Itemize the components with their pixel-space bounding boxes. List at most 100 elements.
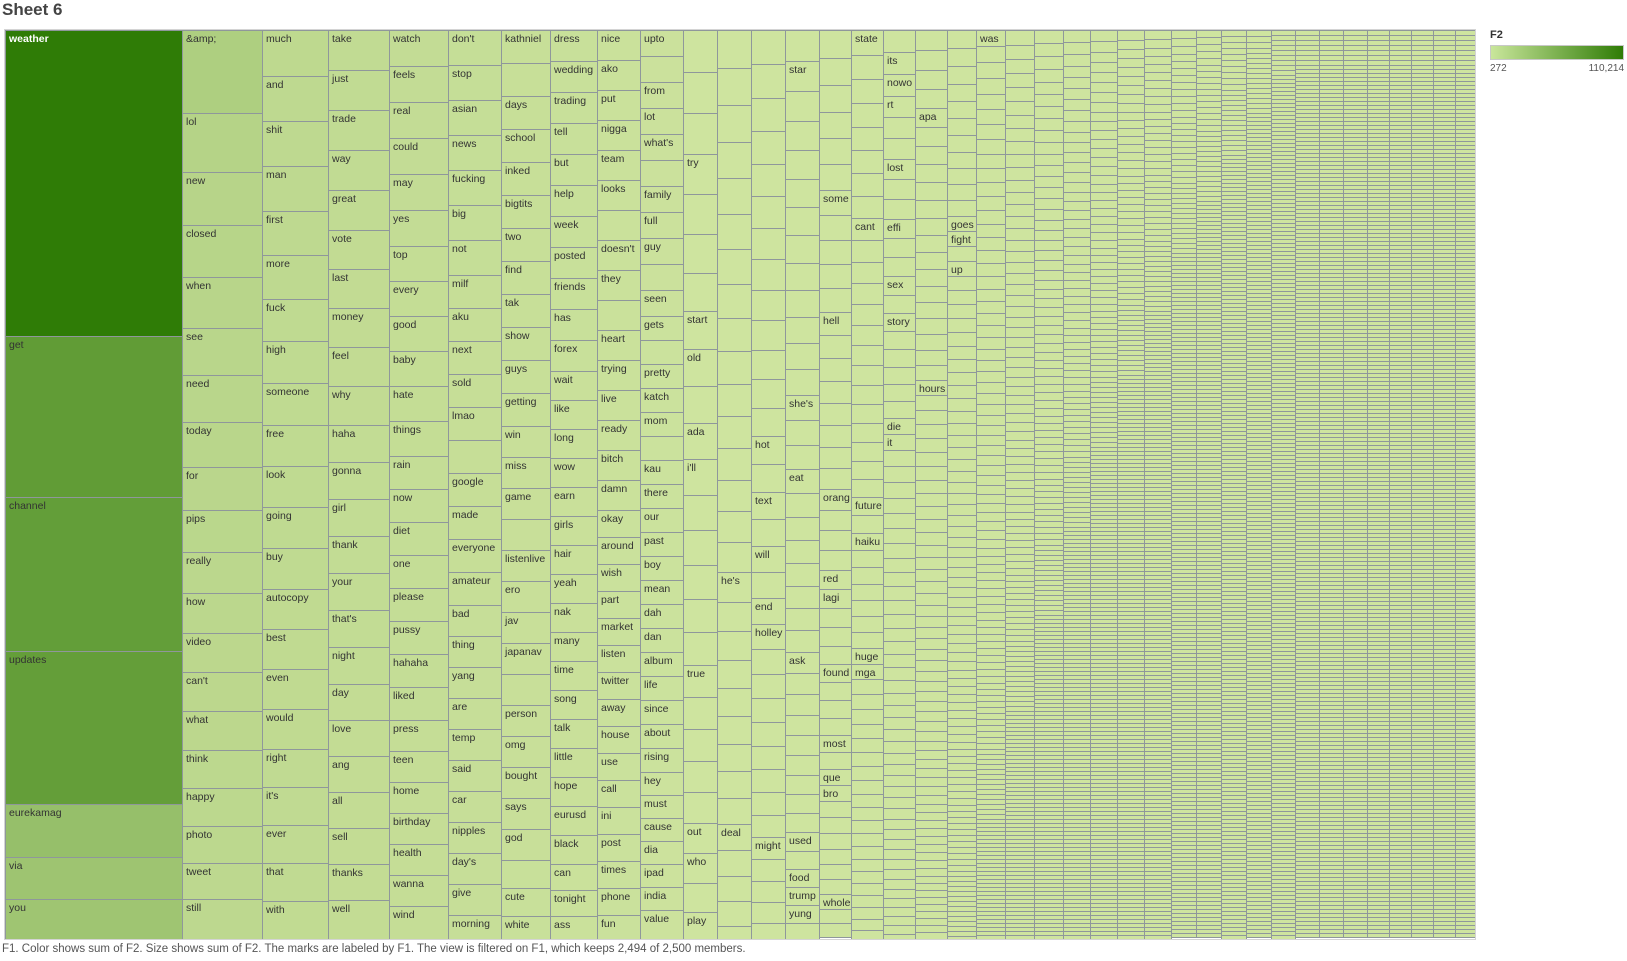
treemap-cell[interactable] (717, 602, 752, 632)
treemap-cell[interactable] (819, 801, 852, 818)
treemap-cell[interactable]: okay (597, 510, 641, 538)
treemap-cell[interactable]: everyone (448, 539, 502, 573)
treemap-cell[interactable] (947, 101, 977, 119)
treemap-cell[interactable] (751, 196, 786, 229)
treemap-cell[interactable] (785, 630, 820, 653)
treemap-cell[interactable]: seen (640, 290, 684, 317)
treemap-cell[interactable]: up (947, 261, 977, 277)
treemap-cell[interactable] (717, 68, 752, 106)
treemap-cell[interactable] (751, 408, 786, 437)
treemap-cell[interactable]: they (597, 270, 641, 301)
treemap-cell[interactable] (717, 688, 752, 717)
treemap-cell[interactable]: even (262, 669, 329, 710)
treemap-cell[interactable]: has (550, 309, 598, 341)
treemap-cell[interactable]: birthday (389, 813, 449, 845)
treemap-cell[interactable] (883, 401, 916, 419)
treemap-cell[interactable]: shit (262, 121, 329, 167)
treemap-cell[interactable] (851, 820, 884, 834)
treemap-cell[interactable] (915, 218, 948, 236)
treemap-cell[interactable]: text (751, 492, 786, 520)
treemap-cell[interactable] (915, 127, 948, 147)
treemap-cell[interactable] (751, 815, 786, 838)
treemap-cell[interactable]: says (501, 798, 551, 830)
treemap-cell[interactable]: post (597, 834, 641, 862)
treemap-cell[interactable]: look (262, 466, 329, 508)
treemap-cell[interactable]: ready (597, 420, 641, 451)
treemap-cell[interactable] (947, 48, 977, 67)
treemap-cell[interactable] (976, 46, 1006, 63)
treemap-cell[interactable]: week (550, 216, 598, 248)
treemap-cell[interactable] (819, 510, 852, 531)
treemap-cell[interactable]: red (819, 570, 852, 590)
treemap-cell[interactable]: can't (182, 672, 263, 712)
treemap-cell[interactable]: via (5, 857, 183, 900)
treemap-cell[interactable] (1034, 935, 1064, 940)
treemap-cell[interactable] (915, 70, 948, 90)
treemap-cell[interactable] (851, 616, 884, 633)
treemap-cell[interactable]: happy (182, 788, 263, 827)
treemap-cell[interactable] (851, 752, 884, 767)
treemap-cell[interactable]: ipad (640, 864, 684, 888)
treemap-cell[interactable]: free (262, 425, 329, 467)
treemap-cell[interactable]: put (597, 90, 641, 121)
treemap-cell[interactable]: time (550, 661, 598, 691)
treemap-cell[interactable]: it (883, 434, 916, 451)
treemap-cell[interactable]: star (785, 61, 820, 92)
treemap-cell[interactable] (785, 235, 820, 264)
treemap-cell[interactable] (751, 722, 786, 747)
treemap-cell[interactable]: will (751, 546, 786, 573)
treemap-cell[interactable] (717, 105, 752, 143)
treemap-cell[interactable] (883, 367, 916, 385)
treemap-cell[interactable] (1389, 933, 1412, 938)
treemap-cell[interactable] (683, 113, 718, 155)
treemap-cell[interactable] (883, 528, 916, 544)
treemap-cell[interactable]: video (182, 633, 263, 673)
treemap-cell[interactable] (851, 103, 884, 128)
treemap-cell[interactable]: now (389, 489, 449, 523)
treemap-cell[interactable] (819, 923, 852, 938)
treemap-cell[interactable]: what's (640, 134, 684, 161)
treemap-cell[interactable] (717, 901, 752, 927)
treemap-cell[interactable] (915, 932, 948, 940)
treemap-cell[interactable] (1090, 935, 1118, 940)
treemap-cell[interactable] (883, 466, 916, 483)
treemap-cell[interactable] (883, 450, 916, 467)
treemap-cell[interactable] (751, 923, 786, 940)
treemap-cell[interactable]: nipples (448, 822, 502, 854)
treemap-cell[interactable]: channel (5, 497, 183, 652)
treemap-cell[interactable] (851, 479, 884, 498)
treemap-cell[interactable]: mean (640, 580, 684, 605)
treemap-cell[interactable] (851, 724, 884, 739)
treemap-cell[interactable]: help (550, 185, 598, 217)
treemap-cell[interactable] (1343, 933, 1368, 938)
treemap-cell[interactable] (819, 682, 852, 701)
treemap-cell[interactable]: trading (550, 92, 598, 124)
treemap-cell[interactable]: person (501, 705, 551, 737)
treemap-cell[interactable]: hair (550, 545, 598, 575)
treemap-cell[interactable] (785, 540, 820, 564)
treemap-cell[interactable]: made (448, 506, 502, 540)
treemap-cell[interactable] (947, 184, 977, 201)
treemap-cell[interactable] (1034, 43, 1064, 57)
treemap-cell[interactable]: lagi (819, 589, 852, 609)
treemap-cell[interactable]: bigtits (501, 195, 551, 229)
treemap-cell[interactable]: how (182, 593, 263, 634)
treemap-cell[interactable] (819, 264, 852, 289)
treemap-cell[interactable] (851, 325, 884, 346)
treemap-cell[interactable]: gets (640, 316, 684, 341)
treemap-cell[interactable]: many (550, 632, 598, 662)
treemap-cell[interactable] (915, 424, 948, 439)
treemap-cell[interactable]: big (448, 205, 502, 241)
treemap-cell[interactable]: kathniel (501, 30, 551, 64)
treemap-cell[interactable] (1005, 30, 1035, 46)
treemap-cell[interactable] (976, 182, 1006, 197)
treemap-cell[interactable]: wanna (389, 875, 449, 907)
treemap-cell[interactable] (751, 902, 786, 924)
treemap-cell[interactable] (915, 466, 948, 481)
treemap-cell[interactable]: apa (915, 108, 948, 128)
treemap-cell[interactable]: try (683, 154, 718, 195)
treemap-cell[interactable]: photo (182, 826, 263, 864)
treemap-cell[interactable]: nice (597, 30, 641, 61)
treemap-cell[interactable]: updates (5, 651, 183, 805)
treemap-cell[interactable]: boy (640, 556, 684, 581)
